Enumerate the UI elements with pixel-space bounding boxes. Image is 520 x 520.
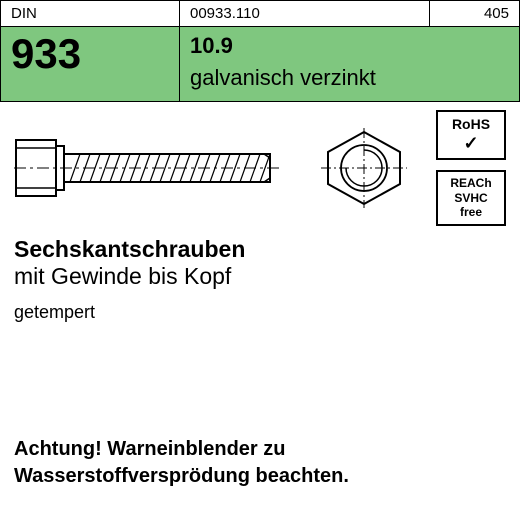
reach-line1: REACh xyxy=(440,176,502,190)
strength-class: 10.9 xyxy=(190,33,509,59)
badges: RoHS ✓ REACh SVHC free xyxy=(436,110,506,226)
header-col-code: 00933.110 xyxy=(180,1,430,26)
header-col-right: 405 xyxy=(430,1,520,26)
footer-line2: Wasserstoffversprödung beachten. xyxy=(14,463,349,490)
desc-note: getempert xyxy=(14,302,506,323)
spec-cell: 10.9 galvanisch verzinkt xyxy=(180,27,520,101)
desc-title: Sechskantschrauben xyxy=(14,236,506,263)
reach-badge: REACh SVHC free xyxy=(436,170,506,225)
reach-line2: SVHC xyxy=(440,191,502,205)
header-row: DIN 00933.110 405 xyxy=(0,0,520,27)
bolt-side-view xyxy=(14,128,284,208)
desc-subtitle: mit Gewinde bis Kopf xyxy=(14,263,506,290)
check-icon: ✓ xyxy=(440,133,502,155)
reach-line3: free xyxy=(440,205,502,219)
rohs-label: RoHS xyxy=(440,116,502,133)
footer-warning: Achtung! Warneinblender zu Wasserstoffve… xyxy=(14,436,349,490)
green-row: 933 10.9 galvanisch verzinkt xyxy=(0,27,520,102)
body-area: RoHS ✓ REACh SVHC free xyxy=(0,102,520,323)
footer-line1: Achtung! Warneinblender zu xyxy=(14,436,349,463)
bolt-hex-view xyxy=(314,128,414,208)
din-number: 933 xyxy=(11,33,169,75)
din-number-cell: 933 xyxy=(0,27,180,101)
illustration xyxy=(14,128,506,208)
coating: galvanisch verzinkt xyxy=(190,65,509,91)
rohs-badge: RoHS ✓ xyxy=(436,110,506,160)
header-col-din: DIN xyxy=(0,1,180,26)
description-block: Sechskantschrauben mit Gewinde bis Kopf … xyxy=(14,236,506,323)
